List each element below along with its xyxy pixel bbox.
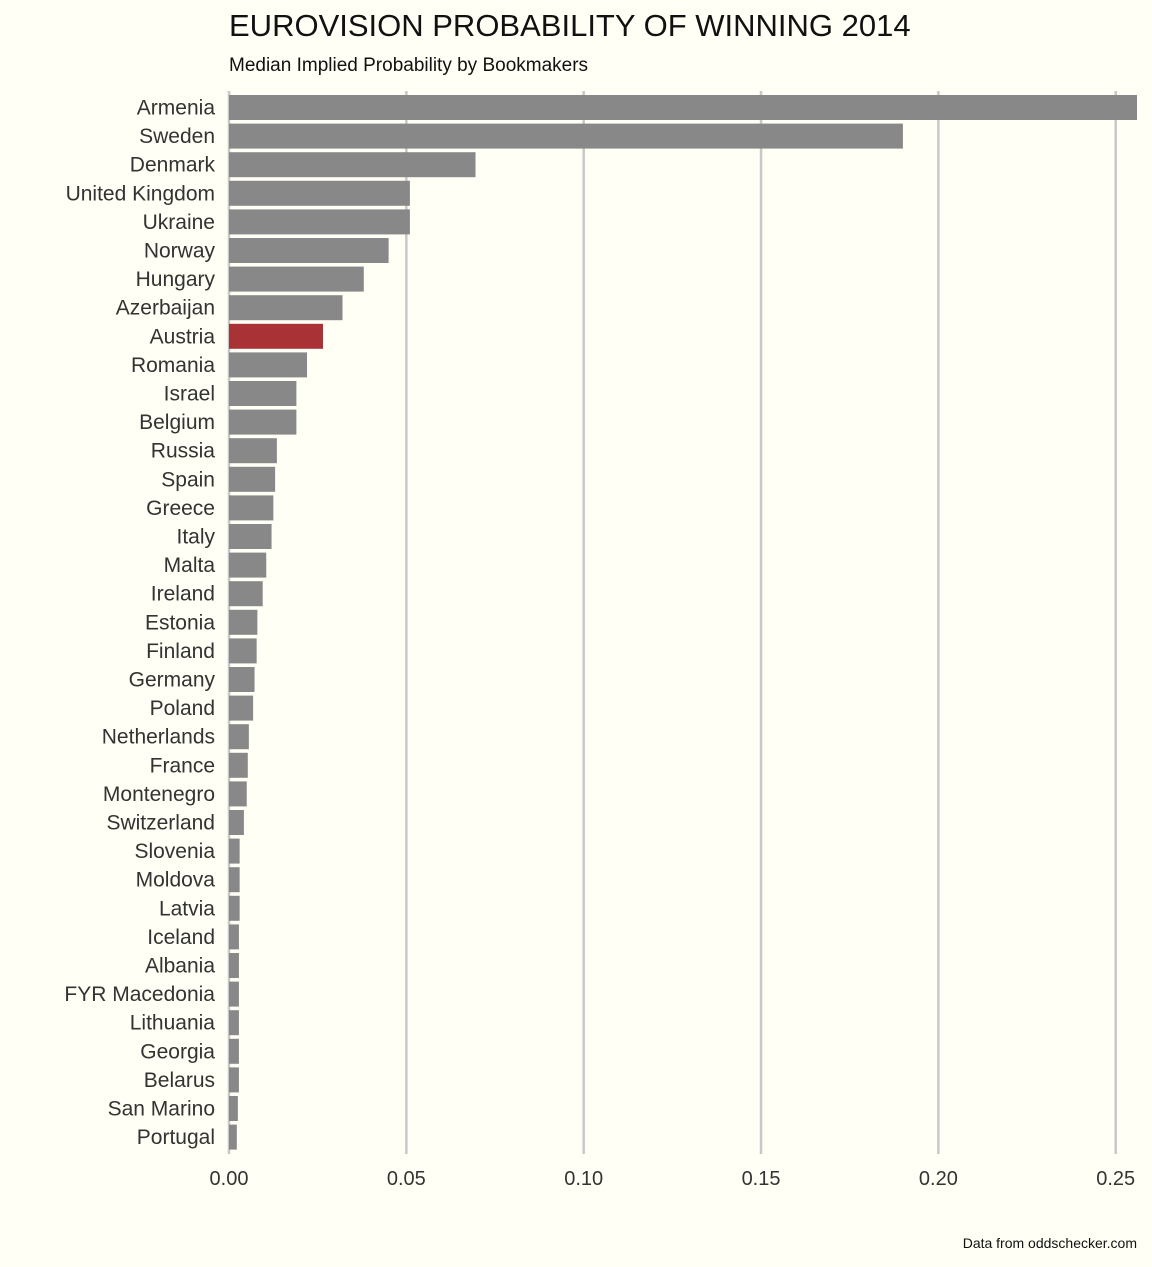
bar-armenia [229, 95, 1137, 120]
bar-azerbaijan [229, 295, 343, 321]
y-tick-label: Greece [146, 497, 215, 520]
bar-latvia [229, 895, 240, 921]
bar-france [229, 752, 248, 778]
bar-sweden [229, 123, 903, 149]
y-tick-label: Moldova [136, 869, 216, 892]
bar-iceland [229, 924, 239, 950]
bar-moldova [229, 867, 240, 893]
x-tick-label: 0.25 [1096, 1168, 1135, 1190]
x-axis-labels: 0.00 0.05 0.10 0.15 0.20 0.25 [210, 1168, 1136, 1190]
y-tick-label: Hungary [136, 268, 216, 291]
bar-switzerland [229, 810, 244, 835]
bar-germany [229, 667, 255, 692]
bar-greece [229, 495, 274, 521]
bar-israel [229, 381, 297, 406]
y-tick-label: Malta [164, 554, 216, 577]
x-tick-label: 0.15 [742, 1168, 781, 1190]
y-tick-label: Austria [150, 325, 216, 348]
y-tick-label: Portugal [137, 1126, 215, 1149]
y-tick-label: Romania [131, 354, 215, 377]
bar-belgium [229, 409, 297, 435]
bar-poland [229, 695, 254, 721]
y-tick-label: United Kingdom [66, 182, 215, 205]
y-tick-label: Spain [161, 468, 215, 491]
y-tick-label: Sweden [139, 125, 215, 148]
y-tick-label: Latvia [159, 897, 215, 920]
bar-austria [229, 323, 323, 349]
x-tick-label: 0.05 [387, 1168, 426, 1190]
bar-slovenia [229, 838, 240, 864]
y-tick-label: Georgia [140, 1040, 215, 1063]
y-tick-label: Albania [145, 955, 215, 978]
y-tick-label: Netherlands [102, 726, 215, 749]
data-source-caption: Data from oddschecker.com [962, 1235, 1137, 1251]
bars [229, 95, 1137, 1150]
y-tick-label: Switzerland [106, 812, 215, 835]
y-tick-label: Azerbaijan [116, 297, 215, 320]
chart-title: EUROVISION PROBABILITY OF WINNING 2014 [229, 8, 911, 43]
bar-united-kingdom [229, 180, 410, 206]
bar-fyr-macedonia [229, 981, 239, 1007]
y-tick-label: Estonia [145, 611, 215, 634]
y-tick-label: Norway [144, 240, 216, 263]
y-tick-label: Denmark [130, 154, 216, 177]
bar-san-marino [229, 1096, 238, 1121]
y-tick-label: Belgium [139, 411, 215, 434]
x-tick-label: 0.20 [919, 1168, 958, 1190]
x-tick-label: 0.10 [564, 1168, 603, 1190]
y-tick-label: San Marino [108, 1098, 215, 1121]
bar-ukraine [229, 209, 410, 235]
y-tick-label: Armenia [137, 97, 216, 120]
y-tick-label: France [150, 754, 215, 777]
y-tick-label: Lithuania [130, 1012, 216, 1035]
bar-albania [229, 953, 239, 978]
bar-netherlands [229, 724, 249, 750]
y-tick-label: Belarus [144, 1069, 215, 1092]
bar-denmark [229, 152, 476, 178]
chart-subtitle: Median Implied Probability by Bookmakers [229, 55, 589, 76]
bar-spain [229, 466, 276, 492]
bar-norway [229, 238, 389, 263]
bar-georgia [229, 1038, 239, 1064]
bar-portugal [229, 1124, 237, 1150]
bar-romania [229, 352, 308, 378]
x-tick-label: 0.00 [210, 1168, 249, 1190]
y-tick-label: Montenegro [103, 783, 215, 806]
y-tick-label: Italy [176, 526, 215, 549]
y-tick-label: FYR Macedonia [64, 983, 215, 1006]
y-tick-label: Iceland [147, 926, 215, 949]
y-tick-label: Russia [151, 440, 216, 463]
y-tick-label: Slovenia [134, 840, 215, 863]
bar-hungary [229, 266, 364, 292]
bar-russia [229, 438, 277, 464]
bar-estonia [229, 609, 258, 635]
bar-belarus [229, 1067, 239, 1093]
y-tick-label: Finland [146, 640, 215, 663]
y-tick-label: Germany [129, 669, 216, 692]
y-tick-label: Ukraine [143, 211, 215, 234]
bar-lithuania [229, 1010, 239, 1036]
y-tick-label: Israel [164, 383, 215, 406]
y-axis-labels: Armenia Sweden Denmark United Kingdom Ukrain… [64, 97, 215, 1150]
y-tick-label: Poland [150, 697, 215, 720]
y-tick-label: Ireland [151, 583, 215, 606]
bar-montenegro [229, 781, 247, 807]
bar-finland [229, 638, 257, 664]
bar-italy [229, 524, 272, 549]
bar-malta [229, 552, 267, 578]
bar-ireland [229, 581, 263, 607]
